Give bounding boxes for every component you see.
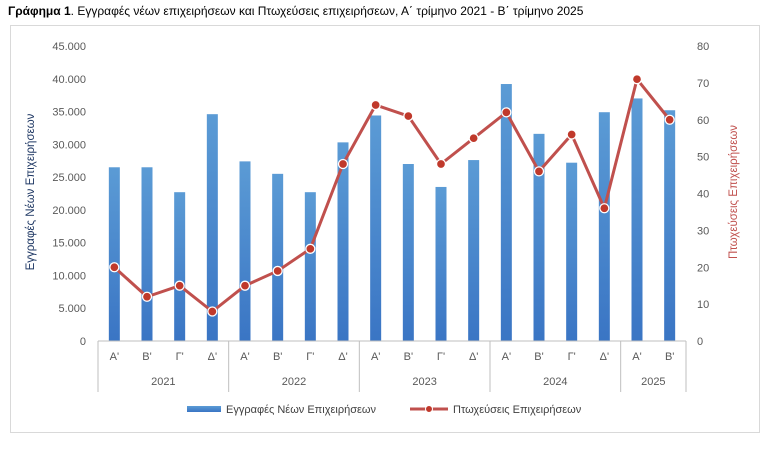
x-tick-label: Γ' (437, 351, 445, 363)
bar (304, 192, 316, 341)
left-axis-tick: 5.000 (58, 303, 86, 315)
x-tick-label: Δ' (600, 351, 609, 363)
bar (402, 164, 414, 341)
left-axis-tick: 35.000 (52, 107, 86, 119)
legend-line-label: Πτωχεύσεις Επιχειρήσεων (453, 404, 582, 416)
line-marker (207, 306, 218, 317)
line-marker (109, 262, 120, 273)
line-marker (501, 107, 512, 118)
right-axis-tick: 70 (697, 78, 709, 90)
x-tick-label: Β' (534, 351, 543, 363)
bar (272, 173, 284, 341)
line-marker (435, 158, 447, 170)
line-marker (566, 129, 577, 140)
legend: Εγγραφές Νέων Επιχειρήσεων Πτωχεύσεις Επ… (187, 404, 582, 416)
left-axis-tick: 30.000 (52, 139, 86, 151)
x-tick-label: Α' (110, 351, 119, 363)
line-marker (533, 166, 545, 177)
year-label: 2023 (412, 376, 436, 388)
x-tick-label: Δ' (469, 351, 478, 363)
x-tick-label: Β' (404, 351, 413, 363)
line-marker (664, 114, 675, 125)
legend-bar-swatch (187, 406, 221, 412)
bar (468, 160, 480, 341)
x-tick-label: Δ' (338, 351, 347, 363)
left-axis-title: Εγγραφές Νέων Επιχειρήσεων (25, 113, 37, 270)
right-axis-tick: 80 (697, 41, 709, 53)
left-axis-tick: 0 (80, 336, 86, 348)
legend-bar-label: Εγγραφές Νέων Επιχειρήσεων (226, 404, 376, 416)
year-label: 2025 (641, 376, 665, 388)
right-axis-title: Πτωχεύσεις Επιχειρήσεων (728, 125, 740, 259)
x-tick-label: Α' (371, 351, 380, 363)
line-marker (272, 265, 283, 277)
x-tick-label: Α' (502, 351, 511, 363)
bar (370, 115, 382, 341)
line-marker (141, 291, 153, 302)
left-axis-tick: 45.000 (52, 41, 86, 53)
bar (108, 167, 120, 341)
bar (337, 142, 349, 341)
line-marker (174, 280, 185, 291)
left-axis-tick: 20.000 (52, 205, 86, 217)
legend-line-marker (425, 405, 433, 413)
x-tick-label: Β' (142, 351, 151, 363)
bar (598, 112, 610, 341)
bar (435, 186, 447, 341)
left-axis-tick: 25.000 (52, 172, 86, 184)
year-label: 2021 (151, 376, 175, 388)
bar (664, 110, 676, 341)
bar (206, 114, 218, 341)
x-tick-label: Α' (240, 351, 249, 363)
bar (141, 167, 153, 341)
x-tick-label: Β' (665, 351, 674, 363)
line-marker (468, 133, 479, 144)
line-marker (599, 203, 610, 214)
right-axis-tick: 10 (697, 299, 709, 311)
year-label: 2022 (282, 376, 306, 388)
line-series (113, 77, 671, 313)
right-axis-tick: 60 (697, 115, 709, 127)
line-marker (337, 158, 349, 170)
line-marker (305, 243, 316, 254)
x-tick-label: Γ' (176, 351, 184, 363)
x-tick-label: Β' (273, 351, 282, 363)
right-axis-tick: 0 (697, 336, 703, 348)
right-axis-tick: 40 (697, 189, 709, 201)
bar (566, 162, 578, 341)
x-tick-label: Α' (632, 351, 641, 363)
bar (631, 98, 643, 341)
right-axis-tick: 20 (697, 262, 709, 274)
line-marker (370, 99, 381, 111)
x-tick-label: Γ' (306, 351, 314, 363)
x-tick-label: Γ' (568, 351, 576, 363)
chart-title-text: . Εγγραφές νέων επιχειρήσεων και Πτωχεύσ… (70, 4, 584, 18)
chart-title: Γράφημα 1. Εγγραφές νέων επιχειρήσεων κα… (8, 4, 583, 18)
bar (533, 133, 545, 341)
bar (174, 192, 186, 341)
year-label: 2024 (543, 376, 567, 388)
left-axis-tick: 15.000 (52, 238, 86, 250)
x-tick-label: Δ' (208, 351, 217, 363)
left-axis-tick: 10.000 (52, 270, 86, 282)
line-marker (239, 280, 251, 291)
bar (500, 84, 512, 342)
left-axis-tick: 40.000 (52, 74, 86, 86)
right-axis-tick: 50 (697, 152, 709, 164)
chart-title-prefix: Γράφημα 1 (8, 4, 71, 18)
bar (239, 161, 251, 341)
line-marker (403, 110, 414, 122)
line-marker (631, 74, 643, 85)
right-axis-tick: 30 (697, 225, 709, 237)
